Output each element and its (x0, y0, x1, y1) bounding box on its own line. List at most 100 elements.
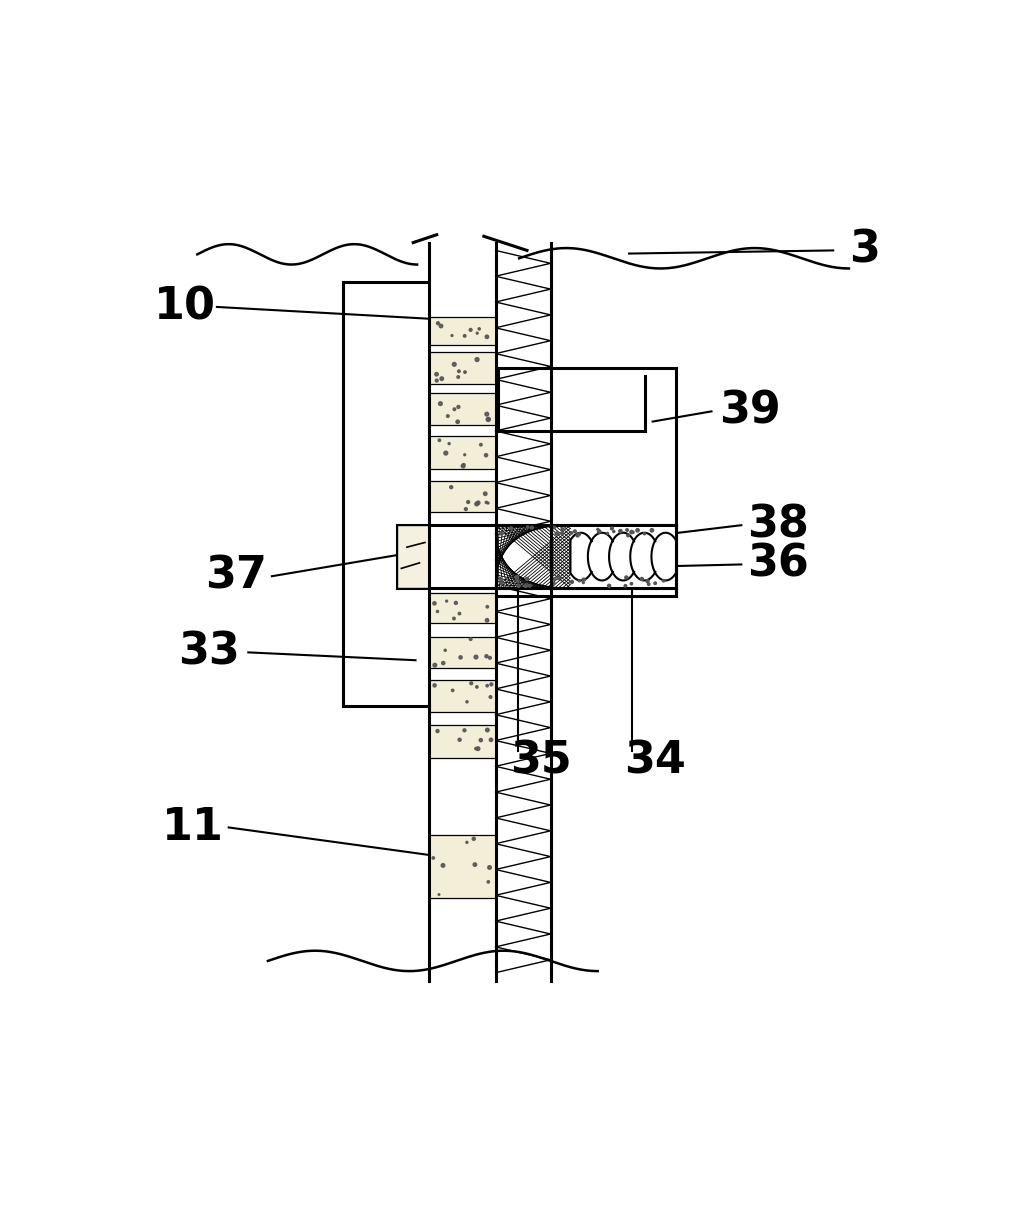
Point (467, 855, 483, 874)
Point (473, 730, 489, 750)
Polygon shape (428, 394, 495, 425)
Point (546, 569, 562, 589)
Point (655, 572, 672, 591)
Point (591, 522, 607, 541)
Point (426, 676, 443, 695)
Point (456, 721, 472, 740)
Point (428, 365, 445, 384)
Point (618, 568, 634, 587)
Point (477, 484, 493, 504)
Text: 33: 33 (177, 631, 239, 673)
Point (480, 493, 496, 512)
Polygon shape (495, 526, 677, 589)
Point (550, 568, 566, 587)
Point (436, 654, 452, 673)
Point (575, 573, 592, 592)
Point (469, 323, 485, 343)
Point (554, 520, 570, 539)
Point (567, 522, 583, 541)
Point (446, 355, 462, 374)
Point (453, 648, 469, 667)
Point (503, 518, 520, 538)
Point (554, 523, 570, 543)
Polygon shape (495, 574, 677, 589)
Point (470, 739, 486, 758)
Point (629, 521, 645, 540)
Point (426, 655, 443, 675)
Point (549, 524, 565, 544)
Point (463, 320, 479, 339)
Point (619, 521, 635, 540)
Point (571, 572, 588, 591)
Text: 39: 39 (719, 390, 781, 432)
Point (590, 520, 606, 539)
Point (483, 730, 499, 750)
Point (606, 522, 622, 541)
Text: 37: 37 (206, 555, 267, 598)
Point (612, 522, 628, 541)
Point (478, 446, 494, 465)
Point (510, 572, 526, 591)
Point (469, 677, 485, 696)
Point (482, 648, 498, 667)
Point (440, 407, 456, 426)
Point (469, 350, 485, 369)
Point (564, 573, 580, 592)
Point (644, 521, 660, 540)
Polygon shape (397, 526, 428, 589)
Point (451, 362, 467, 381)
Point (469, 494, 485, 513)
Point (482, 688, 498, 707)
Point (481, 857, 497, 877)
Point (433, 316, 449, 335)
Point (479, 610, 495, 630)
Point (493, 570, 510, 590)
Point (457, 362, 473, 381)
Text: 36: 36 (747, 543, 808, 586)
Point (518, 576, 534, 596)
Point (636, 524, 652, 544)
Point (634, 569, 650, 589)
Point (438, 443, 454, 463)
Polygon shape (428, 593, 495, 624)
Polygon shape (428, 242, 495, 981)
Text: 35: 35 (510, 739, 571, 782)
Point (601, 576, 617, 596)
Point (430, 722, 446, 741)
Polygon shape (428, 836, 495, 899)
Point (468, 739, 484, 758)
Point (563, 523, 579, 543)
Point (479, 404, 495, 424)
Polygon shape (495, 526, 677, 539)
Polygon shape (428, 352, 495, 384)
Point (522, 576, 538, 596)
Polygon shape (428, 317, 495, 345)
Point (479, 327, 495, 346)
Point (478, 647, 494, 666)
Point (471, 320, 487, 339)
Point (430, 314, 446, 333)
Polygon shape (428, 481, 495, 512)
Point (492, 569, 509, 589)
Text: 3: 3 (849, 229, 879, 272)
Point (569, 526, 586, 545)
Point (600, 523, 616, 543)
Polygon shape (428, 725, 495, 758)
Point (470, 493, 486, 512)
Point (444, 326, 460, 345)
Point (625, 523, 641, 543)
Point (468, 648, 484, 667)
Point (509, 568, 525, 587)
Point (639, 572, 655, 591)
Point (432, 431, 448, 450)
Point (441, 434, 457, 453)
Point (546, 518, 562, 538)
Point (524, 518, 540, 538)
Point (640, 574, 656, 593)
Point (463, 673, 479, 693)
Point (445, 681, 461, 700)
Point (428, 371, 445, 390)
Point (575, 570, 592, 590)
Point (473, 435, 489, 454)
Point (479, 676, 495, 695)
